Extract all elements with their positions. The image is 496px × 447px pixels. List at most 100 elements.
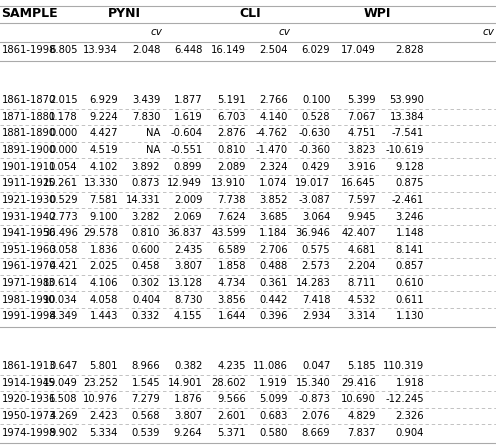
Text: 3.916: 3.916 bbox=[347, 162, 376, 172]
Text: 8.711: 8.711 bbox=[347, 278, 376, 288]
Text: 4.829: 4.829 bbox=[348, 411, 376, 421]
Text: 8.730: 8.730 bbox=[174, 295, 202, 305]
Text: 2.204: 2.204 bbox=[348, 261, 376, 271]
Text: 0.429: 0.429 bbox=[302, 162, 330, 172]
Text: 0.529: 0.529 bbox=[49, 195, 78, 205]
Text: 0.332: 0.332 bbox=[132, 311, 160, 321]
Text: 110.319: 110.319 bbox=[383, 361, 424, 371]
Text: 0.875: 0.875 bbox=[396, 178, 424, 188]
Text: 7.837: 7.837 bbox=[348, 428, 376, 438]
Text: 1971-1980: 1971-1980 bbox=[1, 278, 56, 288]
Text: PYNI: PYNI bbox=[108, 7, 140, 20]
Text: -4.762: -4.762 bbox=[255, 128, 288, 139]
Text: 1861-1998: 1861-1998 bbox=[1, 45, 56, 55]
Text: SAMPLE: SAMPLE bbox=[1, 7, 58, 20]
Text: 4.058: 4.058 bbox=[90, 295, 118, 305]
Text: 0.904: 0.904 bbox=[396, 428, 424, 438]
Text: 53.990: 53.990 bbox=[389, 95, 424, 105]
Text: 10.690: 10.690 bbox=[341, 394, 376, 405]
Text: 36.837: 36.837 bbox=[168, 228, 202, 238]
Text: 0.683: 0.683 bbox=[259, 411, 288, 421]
Text: 4.751: 4.751 bbox=[347, 128, 376, 139]
Text: 1901-1910: 1901-1910 bbox=[1, 162, 56, 172]
Text: 10.034: 10.034 bbox=[43, 295, 78, 305]
Text: 13.128: 13.128 bbox=[168, 278, 202, 288]
Text: 0.396: 0.396 bbox=[259, 311, 288, 321]
Text: -2.461: -2.461 bbox=[392, 195, 424, 205]
Text: 1991-1998: 1991-1998 bbox=[1, 311, 56, 321]
Text: 7.597: 7.597 bbox=[347, 195, 376, 205]
Text: 9.902: 9.902 bbox=[49, 428, 78, 438]
Text: 1.074: 1.074 bbox=[259, 178, 288, 188]
Text: 0.610: 0.610 bbox=[396, 278, 424, 288]
Text: 2.876: 2.876 bbox=[217, 128, 246, 139]
Text: 11.086: 11.086 bbox=[253, 361, 288, 371]
Text: WPI: WPI bbox=[364, 7, 391, 20]
Text: 2.324: 2.324 bbox=[259, 162, 288, 172]
Text: 6.929: 6.929 bbox=[89, 95, 118, 105]
Text: 1951-1960: 1951-1960 bbox=[1, 245, 56, 255]
Text: 9.566: 9.566 bbox=[217, 394, 246, 405]
Text: 4.427: 4.427 bbox=[90, 128, 118, 139]
Text: 0.382: 0.382 bbox=[174, 361, 202, 371]
Text: 23.252: 23.252 bbox=[83, 378, 118, 388]
Text: 1981-1990: 1981-1990 bbox=[1, 295, 56, 305]
Text: 1.130: 1.130 bbox=[396, 311, 424, 321]
Text: CLI: CLI bbox=[239, 7, 261, 20]
Text: 7.067: 7.067 bbox=[347, 112, 376, 122]
Text: 1.877: 1.877 bbox=[174, 95, 202, 105]
Text: 4.269: 4.269 bbox=[49, 411, 78, 421]
Text: -0.604: -0.604 bbox=[170, 128, 202, 139]
Text: 13.384: 13.384 bbox=[389, 112, 424, 122]
Text: 1.054: 1.054 bbox=[50, 162, 78, 172]
Text: 9.264: 9.264 bbox=[174, 428, 202, 438]
Text: 9.224: 9.224 bbox=[89, 112, 118, 122]
Text: 1.858: 1.858 bbox=[218, 261, 246, 271]
Text: 4.106: 4.106 bbox=[90, 278, 118, 288]
Text: 0.361: 0.361 bbox=[259, 278, 288, 288]
Text: 3.892: 3.892 bbox=[132, 162, 160, 172]
Text: 3.246: 3.246 bbox=[396, 211, 424, 222]
Text: 14.283: 14.283 bbox=[296, 278, 330, 288]
Text: 28.602: 28.602 bbox=[211, 378, 246, 388]
Text: 4.532: 4.532 bbox=[348, 295, 376, 305]
Text: 2.773: 2.773 bbox=[49, 211, 78, 222]
Text: 2.573: 2.573 bbox=[302, 261, 330, 271]
Text: 5.371: 5.371 bbox=[217, 428, 246, 438]
Text: 0.100: 0.100 bbox=[302, 95, 330, 105]
Text: 29.578: 29.578 bbox=[83, 228, 118, 238]
Text: 2.766: 2.766 bbox=[259, 95, 288, 105]
Text: 1914-1949: 1914-1949 bbox=[1, 378, 56, 388]
Text: 6.029: 6.029 bbox=[302, 45, 330, 55]
Text: 0.404: 0.404 bbox=[132, 295, 160, 305]
Text: 1.184: 1.184 bbox=[259, 228, 288, 238]
Text: 2.326: 2.326 bbox=[395, 411, 424, 421]
Text: cv: cv bbox=[483, 27, 495, 37]
Text: 9.100: 9.100 bbox=[90, 211, 118, 222]
Text: 3.823: 3.823 bbox=[348, 145, 376, 155]
Text: 3.852: 3.852 bbox=[259, 195, 288, 205]
Text: 4.421: 4.421 bbox=[50, 261, 78, 271]
Text: 19.017: 19.017 bbox=[295, 178, 330, 188]
Text: 2.435: 2.435 bbox=[174, 245, 202, 255]
Text: 16.645: 16.645 bbox=[341, 178, 376, 188]
Text: 7.418: 7.418 bbox=[302, 295, 330, 305]
Text: -0.360: -0.360 bbox=[298, 145, 330, 155]
Text: 1.918: 1.918 bbox=[395, 378, 424, 388]
Text: 2.015: 2.015 bbox=[49, 95, 78, 105]
Text: 2.025: 2.025 bbox=[89, 261, 118, 271]
Text: 2.009: 2.009 bbox=[174, 195, 202, 205]
Text: 3.439: 3.439 bbox=[132, 95, 160, 105]
Text: 15.340: 15.340 bbox=[296, 378, 330, 388]
Text: 1920-1936: 1920-1936 bbox=[1, 394, 56, 405]
Text: 13.910: 13.910 bbox=[211, 178, 246, 188]
Text: 3.807: 3.807 bbox=[174, 261, 202, 271]
Text: 7.738: 7.738 bbox=[218, 195, 246, 205]
Text: 4.140: 4.140 bbox=[259, 112, 288, 122]
Text: 0.873: 0.873 bbox=[132, 178, 160, 188]
Text: 6.589: 6.589 bbox=[217, 245, 246, 255]
Text: 3.685: 3.685 bbox=[259, 211, 288, 222]
Text: 4.349: 4.349 bbox=[50, 311, 78, 321]
Text: 0.857: 0.857 bbox=[396, 261, 424, 271]
Text: 5.399: 5.399 bbox=[347, 95, 376, 105]
